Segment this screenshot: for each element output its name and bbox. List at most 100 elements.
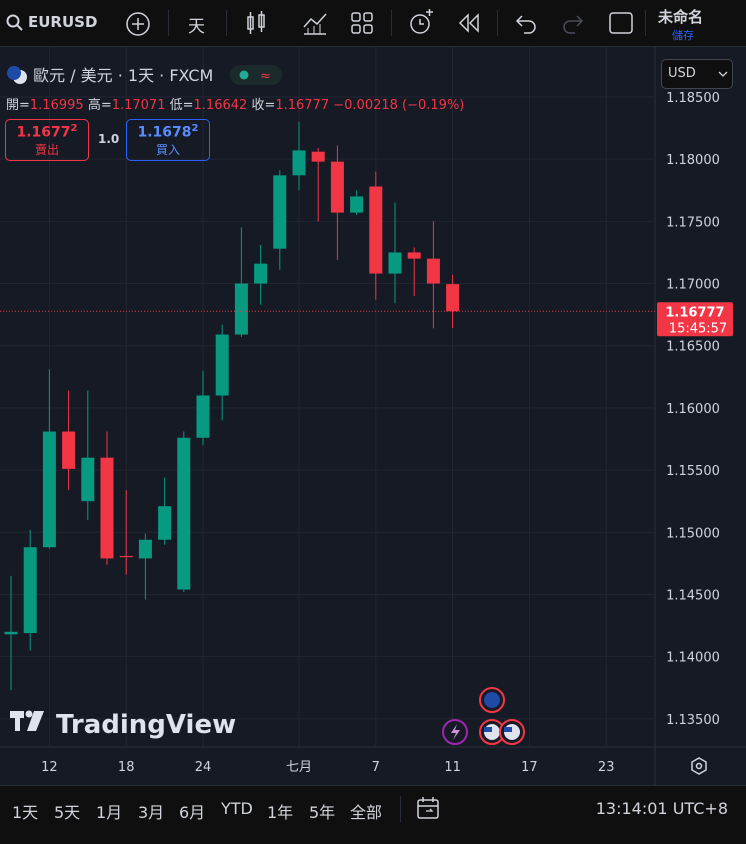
candle-body <box>388 252 402 274</box>
close-value: 1.16777 <box>275 98 330 113</box>
currency-select[interactable]: USD <box>661 59 733 89</box>
plot <box>0 47 655 747</box>
svg-text:≈: ≈ <box>260 69 271 84</box>
last-price-box <box>657 302 733 337</box>
layout-name[interactable]: 未命名 <box>658 8 704 26</box>
candle-body <box>369 186 383 274</box>
x-tick-label: 11 <box>444 760 461 775</box>
legend-title: 歐元 / 美元 · 1天 · FXCM <box>33 66 214 85</box>
x-tick-label: 24 <box>195 760 212 775</box>
countdown: 15:45:57 <box>669 321 727 336</box>
x-tick-label: 7 <box>372 760 380 775</box>
replay-icon[interactable] <box>457 13 481 33</box>
candle-body <box>330 161 344 213</box>
alert-icon[interactable] <box>407 9 435 37</box>
save-button[interactable]: 儲存 <box>672 29 694 42</box>
x-tick-label: 七月 <box>286 760 312 775</box>
y-tick-label: 1.15500 <box>666 464 720 479</box>
candle-body <box>100 457 114 559</box>
ohlc: 開=1.16995 高=1.17071 低=1.16642 收=1.16777 … <box>6 94 464 113</box>
layout-icon[interactable] <box>350 11 374 35</box>
timeframe-button[interactable]: 全部 <box>350 803 383 822</box>
timeframe-button[interactable]: 1天 <box>12 803 39 822</box>
open-value: 1.16995 <box>29 98 84 113</box>
add-icon[interactable] <box>125 11 151 37</box>
buy-price-sup: 2 <box>191 123 199 134</box>
candle-body <box>23 547 37 634</box>
open-label: 開= <box>6 98 30 113</box>
timeframe-button[interactable]: YTD <box>221 799 253 818</box>
symbol[interactable]: EURUSD <box>28 13 98 31</box>
candle-body <box>119 555 133 558</box>
candle-body <box>4 631 18 635</box>
low-value: 1.16642 <box>193 98 248 113</box>
interval[interactable]: 天 <box>188 17 205 37</box>
y-tick-label: 1.15000 <box>666 526 720 541</box>
candle-body <box>42 431 56 548</box>
candle-body <box>177 437 191 590</box>
timeframe-button[interactable]: 1年 <box>267 803 294 822</box>
search-icon[interactable] <box>6 14 24 32</box>
candle-body <box>138 539 152 559</box>
candle-body <box>407 252 421 259</box>
spread: 1.0 <box>98 132 120 146</box>
buy-button[interactable]: 1.16782 買入 <box>126 119 210 161</box>
divider <box>645 10 646 36</box>
candle-body <box>62 431 76 469</box>
divider <box>226 10 227 36</box>
y-tick-label: 1.18000 <box>666 153 720 168</box>
y-tick-label: 1.14500 <box>666 588 720 603</box>
divider <box>391 10 392 36</box>
timeframe-button[interactable]: 1月 <box>96 803 123 822</box>
timeframe-button[interactable]: 5年 <box>309 803 336 822</box>
sell-button[interactable]: 1.16772 賣出 <box>5 119 89 161</box>
buy-price: 1.1678 <box>137 124 192 141</box>
date-range-icon[interactable] <box>416 796 442 822</box>
candle-body <box>292 150 306 176</box>
x-tick-label: 18 <box>118 760 135 775</box>
y-tick-label: 1.14000 <box>666 651 720 666</box>
y-tick-label: 1.16500 <box>666 340 720 355</box>
candle-icon[interactable] <box>245 10 269 36</box>
symbol-flag <box>7 66 27 84</box>
chart: TradingView 1.13500 1.14000 1.14500 1.15000… <box>0 47 746 785</box>
fullscreen-icon[interactable] <box>608 11 634 35</box>
timeframe-button[interactable]: 3月 <box>138 803 165 822</box>
undo-icon[interactable] <box>514 12 538 34</box>
currency: USD <box>668 66 696 81</box>
timeframe-button[interactable]: 6月 <box>179 803 206 822</box>
legend: 歐元 / 美元 · 1天 · FXCM ≈ <box>6 62 283 86</box>
candle-body <box>311 151 325 162</box>
divider <box>400 796 401 822</box>
buy-label: 買入 <box>155 142 180 157</box>
market-status[interactable]: ≈ <box>230 65 283 85</box>
event-icons[interactable] <box>442 687 525 745</box>
candle-body <box>446 284 460 312</box>
candle-body <box>215 334 229 396</box>
candle-body <box>426 258 440 284</box>
indicator-icon[interactable] <box>302 10 328 36</box>
y-tick-label: 1.18500 <box>666 91 720 106</box>
candle-body <box>273 175 287 249</box>
top-toolbar: EURUSD 天 未命名 儲存 <box>0 0 746 47</box>
timeframe-button[interactable]: 5天 <box>54 803 81 822</box>
change: −0.00218 (−0.19%) <box>333 98 465 113</box>
scale-settings-icon[interactable] <box>691 757 707 775</box>
watermark: TradingView <box>56 710 236 740</box>
divider <box>497 10 498 36</box>
y-tick-label: 1.17000 <box>666 278 720 293</box>
watermark-logo <box>10 710 44 731</box>
clock[interactable]: 13:14:01 UTC+8 <box>595 799 728 818</box>
chevron <box>718 71 728 77</box>
candle-body <box>81 457 95 502</box>
low-label: 低= <box>169 98 194 113</box>
candle-body <box>350 196 364 213</box>
y-tick-label: 1.13500 <box>666 713 720 728</box>
divider <box>168 10 169 36</box>
x-tick-label: 17 <box>521 760 538 775</box>
high-label: 高= <box>87 98 112 113</box>
last-price-label: 1.16777 <box>665 305 724 320</box>
high-value: 1.17071 <box>111 98 166 113</box>
redo-icon[interactable] <box>561 12 585 34</box>
